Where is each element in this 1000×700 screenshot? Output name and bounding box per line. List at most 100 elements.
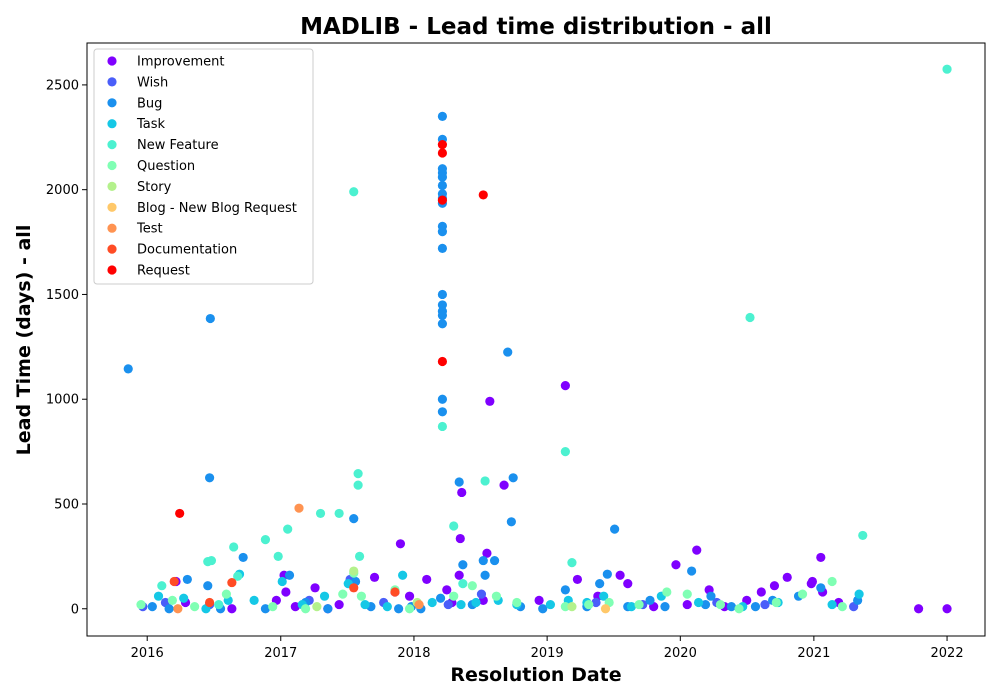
data-point-improvement [534,595,544,605]
data-point-task [427,597,437,608]
data-point-bug [323,604,333,614]
data-point-bug [538,604,548,614]
data-point-improvement [560,381,570,391]
data-point-improvement [334,599,344,610]
data-point-question [449,591,459,601]
data-point-bug [435,593,446,603]
data-point-test [173,604,183,614]
data-point-new-feature [315,508,326,519]
data-point-bug [205,473,215,483]
data-point-improvement [782,572,792,582]
data-point-request [437,140,448,150]
data-point-question [512,597,522,608]
data-point-question [190,602,200,612]
y-axis-title: Lead Time (days) - all [13,225,35,456]
x-tick-label: 2022 [931,646,964,661]
data-point-new-feature [214,599,224,610]
data-point-new-feature [273,551,283,561]
data-point-new-feature [567,558,577,568]
data-point-new-feature [480,476,490,486]
data-point-improvement [395,539,406,549]
data-point-bug [147,602,157,612]
data-point-request [478,190,488,200]
x-axis-title: Resolution Date [450,664,621,686]
data-point-question [221,589,231,599]
y-tick-label: 500 [54,497,79,512]
data-point-question [827,576,837,587]
data-point-bug [203,581,213,591]
data-point-request [437,195,448,205]
data-point-improvement [310,583,320,593]
data-point-new-feature [458,579,468,589]
data-point-new-feature [858,530,868,541]
data-point-question [797,589,808,599]
data-point-test [414,599,424,610]
y-tick-label: 1500 [46,288,79,303]
data-point-improvement [455,533,465,544]
legend-label-blog-new-blog-request: Blog - New Blog Request [137,201,297,216]
data-point-task [153,591,164,601]
data-point-improvement [482,548,492,558]
data-point-new-feature [353,480,363,490]
legend-label-story: Story [137,180,172,195]
data-point-bug [437,164,448,174]
data-point-improvement [499,480,509,490]
data-point-bug [437,243,448,253]
data-point-bug [437,394,448,404]
data-point-new-feature [353,469,363,479]
data-point-bug [687,566,697,576]
legend-label-documentation: Documentation [137,243,237,258]
legend-marker-new-feature [107,140,117,150]
data-point-documentation [390,587,400,597]
axes-frame [86,42,986,637]
y-tick-label: 2500 [46,78,79,93]
data-point-improvement [485,396,495,406]
legend-frame [93,48,314,285]
data-point-bug [506,517,516,527]
data-point-question [584,599,594,610]
data-point-request [437,148,448,158]
x-axis: 2016 2017 2018 2019 2020 2021 2022 [131,636,964,661]
data-point-improvement [692,545,702,555]
data-point-bug [349,514,359,524]
data-point-improvement [671,560,681,570]
data-point-improvement [682,599,692,610]
data-point-task [179,593,189,603]
data-point-bug [205,313,215,324]
data-point-new-feature [233,571,243,581]
data-point-story [567,602,577,612]
data-point-task [360,599,370,610]
data-point-bug [284,570,295,580]
data-point-question [300,604,311,614]
data-point-new-feature [283,524,293,534]
legend-label-wish: Wish [137,75,168,90]
plot-area [86,42,986,637]
data-point-new-feature [260,535,271,545]
data-point-question [338,589,348,599]
data-point-bug [610,524,620,534]
data-point-task [398,570,408,580]
legend-marker-request [107,265,117,275]
data-point-improvement [807,576,818,587]
data-point-bug [437,300,448,310]
legend-marker-task [107,119,117,129]
data-point-question [167,595,177,605]
data-point-wish [760,599,770,610]
data-point-bug [660,602,670,612]
data-point-request [175,508,185,519]
legend-label-bug: Bug [137,96,162,111]
data-point-bug [816,583,826,593]
x-tick-label: 2017 [264,646,297,661]
data-point-bug [726,602,737,612]
data-point-documentation [227,577,237,588]
data-point-new-feature [334,508,344,519]
data-point-bug [238,552,248,563]
data-point-new-feature [745,312,755,323]
data-point-task [249,595,259,605]
data-point-question [715,599,726,610]
x-tick-label: 2019 [531,646,564,661]
data-point-bug [164,604,174,614]
data-points [123,64,952,614]
data-point-test [294,503,304,513]
y-tick-label: 2000 [46,183,79,198]
